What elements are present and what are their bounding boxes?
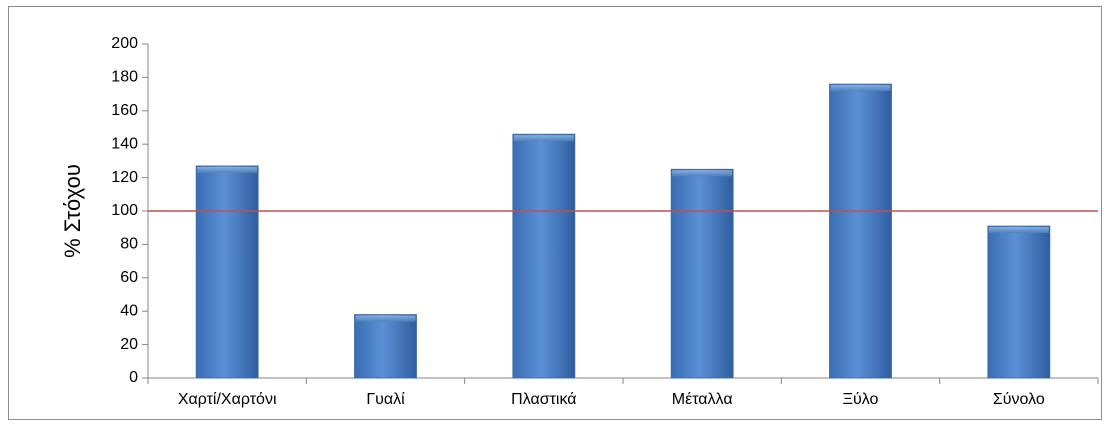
y-tick-label: 200: [111, 35, 138, 52]
bar: [512, 133, 576, 379]
x-tick-label: Ξύλο: [843, 391, 879, 408]
bar-highlight: [988, 227, 1049, 234]
y-tick-label: 140: [111, 135, 138, 152]
bars: [195, 83, 1051, 379]
y-tick-label: 80: [120, 236, 138, 253]
bar: [987, 225, 1051, 379]
x-tick-label: Σύνολο: [993, 391, 1045, 408]
bar-highlight: [197, 166, 258, 173]
y-tick-label: 40: [120, 302, 138, 319]
bar: [195, 165, 259, 379]
bar: [670, 168, 734, 379]
y-tick-label: 100: [111, 202, 138, 219]
x-tick-label: Μέταλλα: [672, 391, 733, 408]
bar-highlight: [672, 170, 733, 177]
y-tick-label: 20: [120, 336, 138, 353]
x-axis: Χαρτί/Χαρτόνι Γυαλί Πλαστικά Μέταλλα Ξύλο Σύν…: [147, 377, 1099, 408]
bar: [829, 83, 892, 379]
y-tick-label: 180: [111, 69, 138, 86]
bar-highlight: [513, 135, 574, 142]
x-tick-label: Χαρτί/Χαρτόνι: [178, 391, 277, 408]
y-tick-label: 0: [129, 369, 138, 386]
bar-highlight: [830, 85, 891, 92]
x-tick-label: Γυαλί: [366, 391, 405, 408]
x-tick-label: Πλαστικά: [511, 391, 576, 408]
y-axis-title: % Στόχου: [60, 164, 85, 258]
y-tick-label: 160: [111, 102, 138, 119]
bar: [354, 314, 417, 379]
y-axis: 0 20 40 60 80 100 120 140 160 180 200: [111, 35, 149, 386]
y-tick-label: 120: [111, 169, 138, 186]
bar-highlight: [355, 315, 416, 322]
y-tick-label: 60: [120, 269, 138, 286]
